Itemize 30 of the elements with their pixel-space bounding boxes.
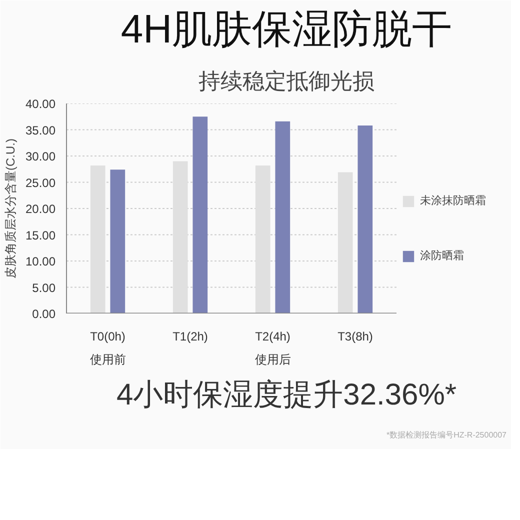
- text: 4小时保湿度提升32.36%*: [116, 378, 457, 412]
- bar: [338, 172, 353, 314]
- bar: [255, 165, 270, 314]
- bar: [172, 161, 188, 314]
- legend-label: 涂防晒霜: [420, 249, 464, 263]
- x-tick-label: T2(4h): [255, 330, 290, 344]
- y-tick-label: 5.00: [32, 280, 56, 295]
- x-tick-label: T1(2h): [172, 330, 208, 344]
- bar: [90, 165, 106, 314]
- bar: [358, 126, 373, 314]
- bar: [110, 170, 126, 314]
- y-tick-label: 35.00: [25, 123, 56, 138]
- y-tick-label: 0.00: [32, 307, 56, 321]
- y-tick-label: 20.00: [25, 202, 56, 216]
- y-axis-title: 皮肤角质层水分含量(C.U.): [3, 138, 18, 278]
- y-tick-label: 15.00: [25, 228, 56, 242]
- chart-subtitle: 持续稳定抵御光损: [198, 68, 374, 94]
- legend-label: 未涂抹防晒霜: [420, 194, 486, 208]
- x-tick-label: T0(0h): [90, 330, 126, 344]
- text: 使用后: [254, 352, 291, 366]
- y-tick-label: 10.00: [25, 254, 56, 268]
- text: *数据检测报告编号HZ-R-2500007: [386, 430, 508, 440]
- x-tick-label: T3(8h): [338, 330, 373, 344]
- y-tick-label: 30.00: [25, 150, 56, 164]
- text: 使用前: [90, 352, 126, 366]
- y-tick-label: 25.00: [25, 176, 56, 190]
- bar: [275, 121, 290, 314]
- y-tick-label: 40.00: [25, 97, 56, 111]
- chart-title: 4H肌肤保湿防脱干: [120, 8, 452, 52]
- bar: [192, 116, 208, 314]
